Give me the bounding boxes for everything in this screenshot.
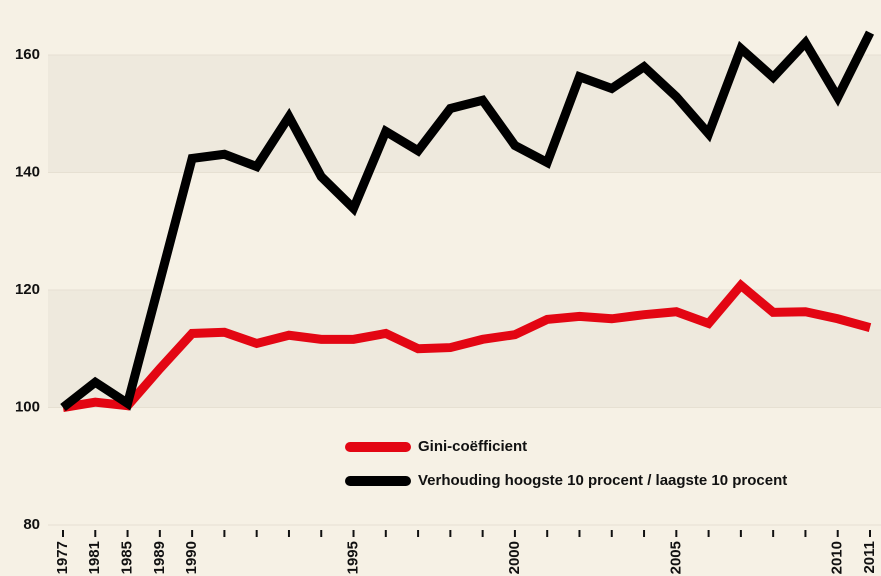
x-tick-label: 1977 bbox=[54, 541, 71, 574]
x-tick-label: 2000 bbox=[506, 541, 523, 574]
x-tick-label: 2005 bbox=[667, 541, 684, 574]
series-line bbox=[60, 30, 875, 412]
y-tick-label: 100 bbox=[15, 398, 40, 415]
grid-band bbox=[48, 8, 881, 55]
x-tick-label: 1995 bbox=[344, 541, 361, 574]
y-tick-label: 140 bbox=[15, 163, 40, 180]
y-tick-label: 120 bbox=[15, 281, 40, 298]
series-line bbox=[62, 278, 872, 412]
x-tick-label: 1985 bbox=[119, 541, 136, 574]
plot-bands bbox=[48, 8, 881, 525]
x-tick-label: 2011 bbox=[861, 541, 878, 574]
x-tick-label: 1989 bbox=[151, 541, 168, 574]
y-tick-label: 160 bbox=[15, 46, 40, 63]
y-tick-label: 80 bbox=[23, 516, 40, 533]
grid-band bbox=[48, 290, 881, 408]
grid-band bbox=[48, 55, 881, 173]
x-tick-label: 2010 bbox=[829, 541, 846, 574]
legend-label: Verhouding hoogste 10 procent / laagste … bbox=[418, 472, 787, 489]
x-tick-label: 1990 bbox=[183, 541, 200, 574]
x-tick-label: 1981 bbox=[86, 541, 103, 574]
legend-label: Gini-coëfficient bbox=[418, 438, 527, 455]
grid-band bbox=[48, 407, 881, 525]
